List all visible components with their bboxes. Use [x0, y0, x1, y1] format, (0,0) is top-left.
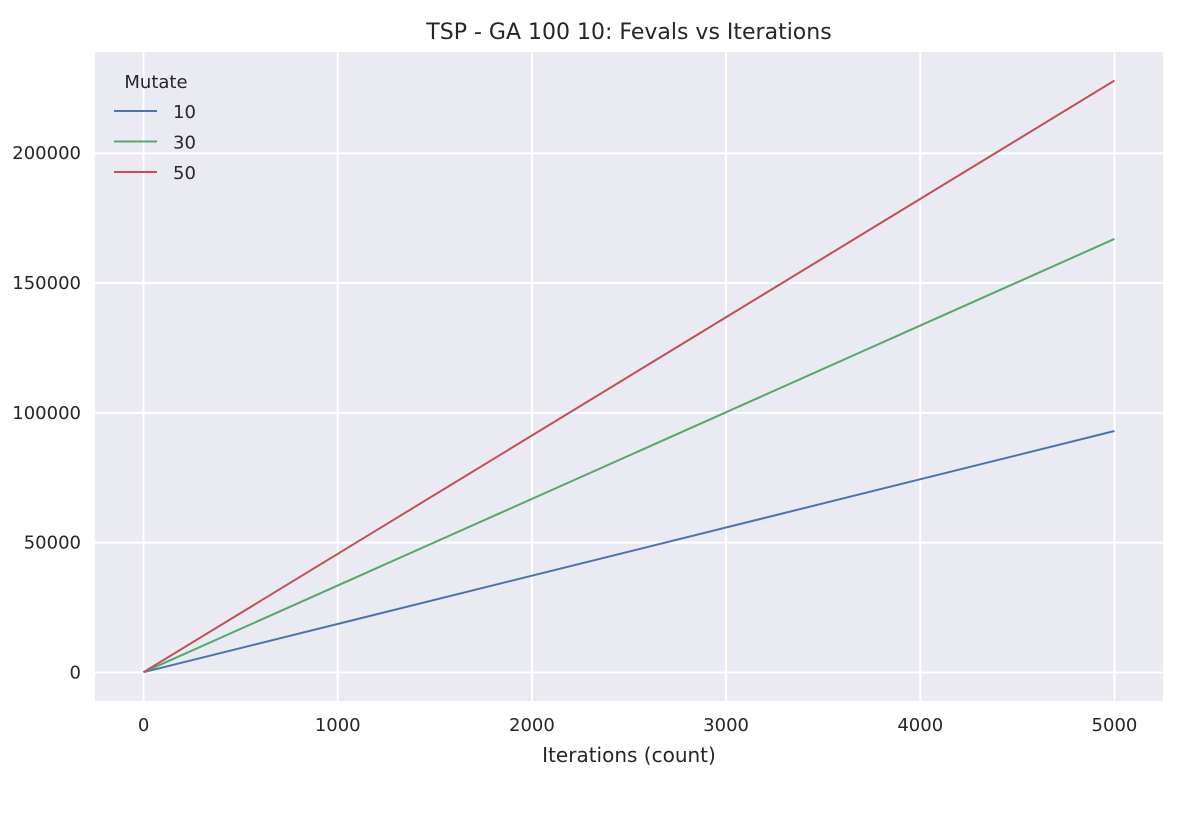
x-tick-label: 4000	[897, 715, 943, 736]
legend-items: 10 30 50	[114, 102, 196, 184]
x-tick-label: 5000	[1092, 715, 1138, 736]
x-axis-label: Iterations (count)	[542, 743, 716, 767]
y-tick-label: 50000	[24, 533, 81, 554]
x-tick-label: 1000	[315, 715, 361, 736]
grid	[95, 52, 1163, 701]
y-tick-label: 100000	[12, 403, 81, 424]
legend-label-10: 10	[173, 102, 196, 123]
y-tick-label: 200000	[12, 143, 81, 164]
series-group	[143, 79, 1115, 674]
chart-title: TSP - GA 100 10: Fevals vs Iterations	[425, 20, 831, 45]
legend-label-30: 30	[173, 133, 196, 154]
x-tick-label: 2000	[509, 715, 555, 736]
x-tick-label: 0	[138, 715, 149, 736]
legend: Mutate 10 30 50	[114, 72, 196, 184]
legend-label-50: 50	[173, 163, 196, 184]
series-line-50	[143, 79, 1115, 674]
y-tick-label: 0	[70, 662, 81, 683]
series-line-10	[143, 430, 1115, 674]
y-tick-label: 150000	[12, 273, 81, 294]
x-tick-label: 3000	[703, 715, 749, 736]
y-tick-labels: 0 50000 100000 150000 200000	[12, 143, 81, 683]
x-tick-labels: 0 1000 2000 3000 4000 5000	[138, 715, 1138, 736]
series-line-30	[143, 237, 1115, 674]
legend-title: Mutate	[124, 72, 187, 93]
